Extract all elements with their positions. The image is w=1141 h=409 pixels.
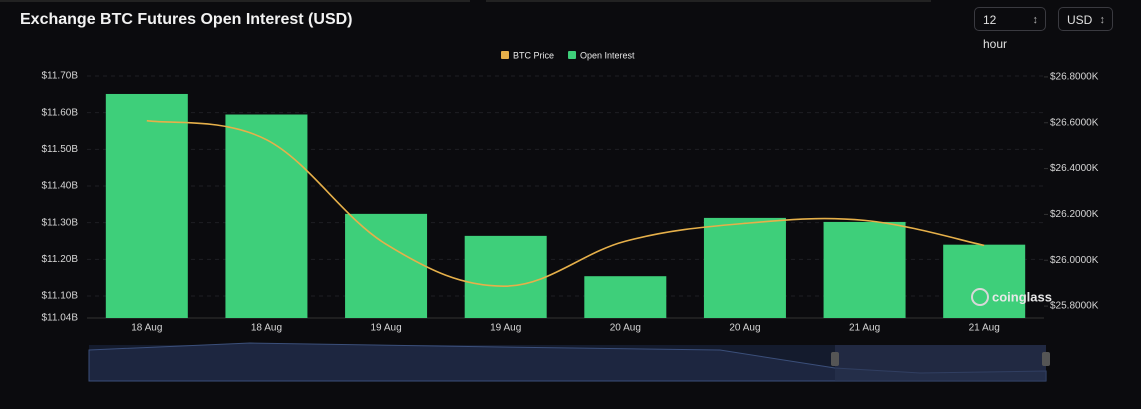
watermark-text: coinglass: [992, 289, 1052, 304]
x-tick-label: 19 Aug: [370, 323, 401, 334]
x-tick-label: 21 Aug: [969, 323, 1000, 334]
chart-title: Exchange BTC Futures Open Interest (USD): [20, 11, 353, 28]
bar: [703, 217, 786, 318]
y-tick-label: $11.50B: [41, 144, 78, 155]
x-tick-label: 20 Aug: [610, 323, 641, 334]
legend-swatch: [501, 51, 509, 59]
y-tick-label: $11.20B: [41, 254, 78, 265]
y2-tick-label: $25.8000K: [1050, 301, 1099, 312]
x-tick-label: 18 Aug: [131, 323, 162, 334]
y-tick-label: $11.04B: [41, 313, 78, 324]
slider-handle[interactable]: [1042, 352, 1050, 366]
y2-tick-label: $26.4000K: [1050, 163, 1099, 174]
x-tick-label: 21 Aug: [849, 323, 880, 334]
range-slider[interactable]: [88, 342, 1050, 382]
y-tick-label: $11.70B: [41, 71, 78, 82]
top-edge: [486, 0, 931, 2]
interval-select[interactable]: 12 hour: [974, 7, 1046, 51]
y-tick-label: $11.10B: [41, 291, 78, 302]
watermark: coinglass: [971, 288, 1052, 306]
y2-tick-label: $26.2000K: [1050, 209, 1099, 220]
bar: [584, 276, 667, 318]
y2-tick-label: $26.6000K: [1050, 117, 1099, 128]
legend-label: Open Interest: [580, 50, 635, 60]
bar: [823, 221, 906, 318]
y-tick-label: $11.60B: [41, 107, 78, 118]
bar: [464, 235, 547, 318]
legend-label: BTC Price: [513, 50, 554, 60]
bar: [943, 244, 1026, 318]
bar: [105, 93, 188, 318]
y-tick-label: $11.40B: [41, 181, 78, 192]
slider-window[interactable]: [835, 345, 1046, 381]
bar: [225, 114, 308, 318]
currency-select[interactable]: USD: [1058, 7, 1113, 32]
legend-swatch: [568, 51, 577, 59]
y2-tick-label: $26.8000K: [1050, 72, 1099, 83]
y-tick-label: $11.30B: [41, 217, 78, 228]
legend-item[interactable]: Open Interest: [568, 50, 635, 60]
bar: [345, 213, 428, 318]
legend-item[interactable]: BTC Price: [501, 50, 554, 60]
slider-handle[interactable]: [831, 352, 839, 366]
price-line: [146, 119, 985, 287]
top-edge: [0, 0, 470, 2]
y2-tick-label: $26.0000K: [1050, 255, 1099, 266]
x-tick-label: 20 Aug: [729, 323, 760, 334]
x-tick-label: 18 Aug: [251, 323, 282, 334]
x-tick-label: 19 Aug: [490, 323, 521, 334]
watermark-logo: [971, 288, 989, 306]
